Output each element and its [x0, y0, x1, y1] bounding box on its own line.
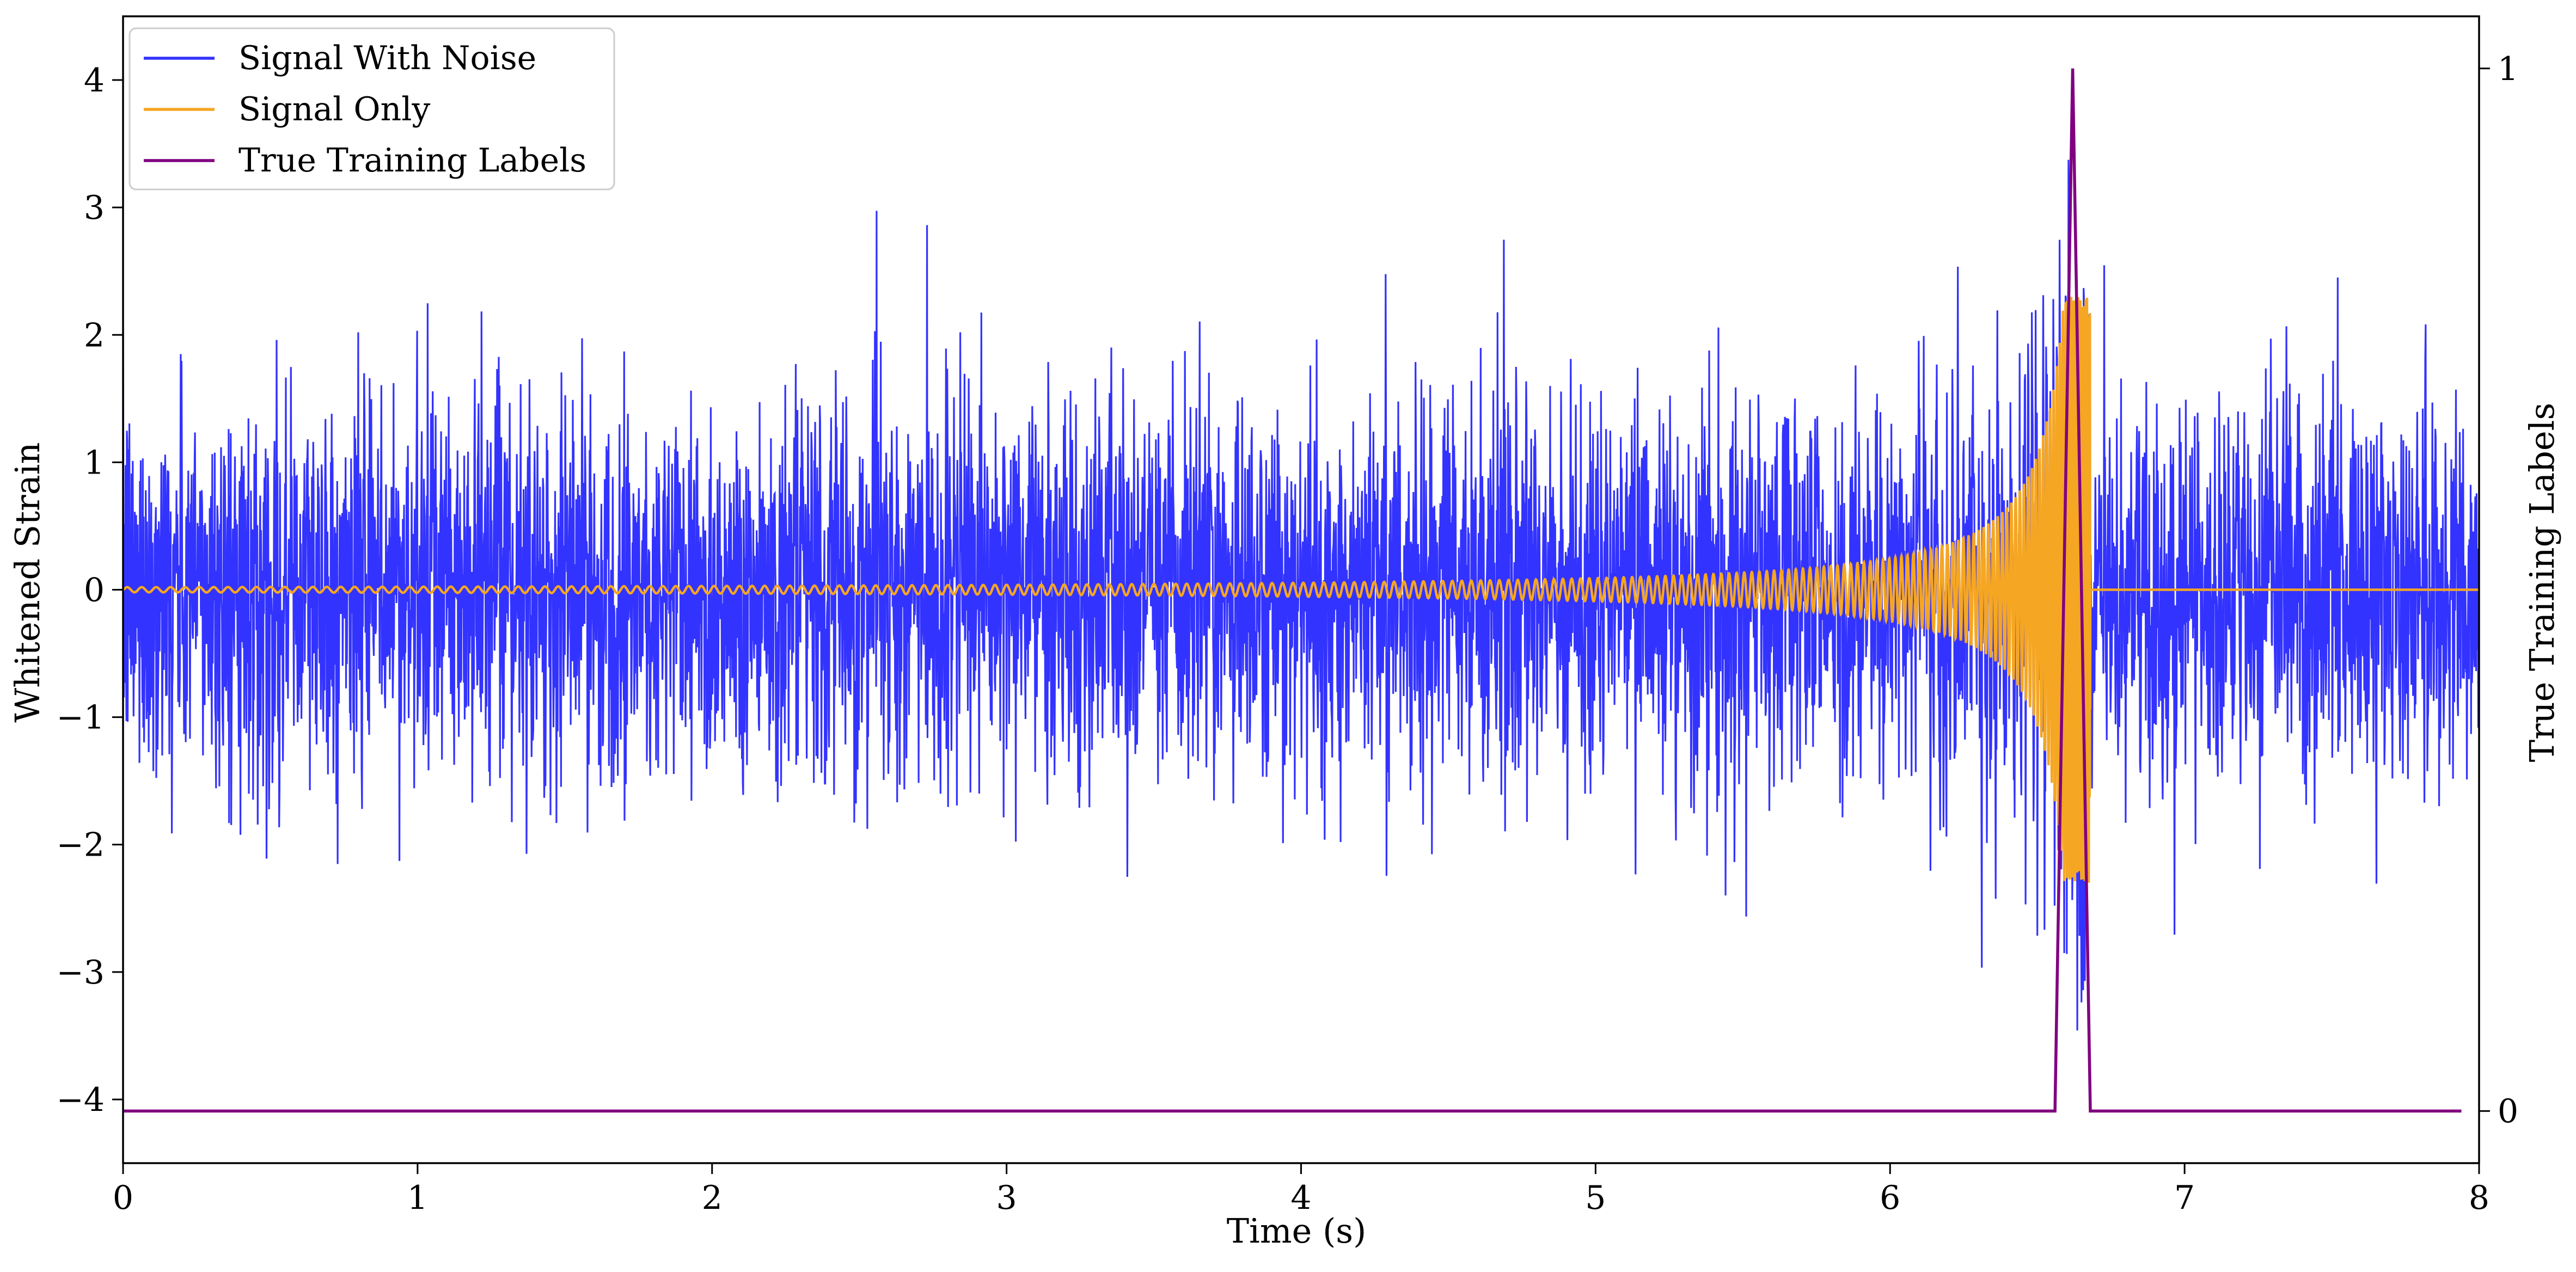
- legend-label: Signal With Noise: [238, 39, 536, 77]
- y2-tick-label: 0: [2498, 1092, 2518, 1130]
- y-tick-label: 1: [84, 444, 105, 482]
- y-tick-label: 0: [84, 572, 105, 610]
- y-tick-label: 3: [84, 189, 105, 227]
- x-tick-label: 7: [2174, 1179, 2195, 1217]
- x-tick-label: 6: [1880, 1179, 1900, 1217]
- x-tick-label: 4: [1290, 1179, 1311, 1217]
- y-tick-label: 2: [84, 316, 105, 354]
- x-tick-label: 2: [702, 1179, 723, 1217]
- legend-label: Signal Only: [238, 90, 430, 128]
- y-tick-label: 4: [84, 62, 105, 100]
- y-tick-label: −1: [57, 699, 105, 737]
- x-tick-label: 8: [2469, 1179, 2489, 1217]
- legend: Signal With Noise Signal Only True Trainin…: [129, 27, 615, 191]
- x-axis-label: Time (s): [1227, 1211, 1367, 1251]
- x-tick-label: 3: [996, 1179, 1017, 1217]
- y-tick-label: −2: [57, 826, 105, 864]
- series-true-training-labels: [123, 68, 2462, 1113]
- y-axis-label: Whitened Strain: [8, 443, 47, 723]
- y-tick-label: −4: [57, 1081, 105, 1119]
- y2-axis-label: True Training Labels: [2522, 403, 2562, 762]
- legend-box: [129, 27, 615, 191]
- y2-tick-label: 1: [2498, 50, 2518, 88]
- legend-label: True Training Labels: [238, 142, 586, 180]
- x-tick-label: 5: [1585, 1179, 1606, 1217]
- x-tick-label: 0: [113, 1179, 133, 1217]
- x-tick-label: 1: [407, 1179, 428, 1217]
- y-tick-label: −3: [57, 954, 105, 992]
